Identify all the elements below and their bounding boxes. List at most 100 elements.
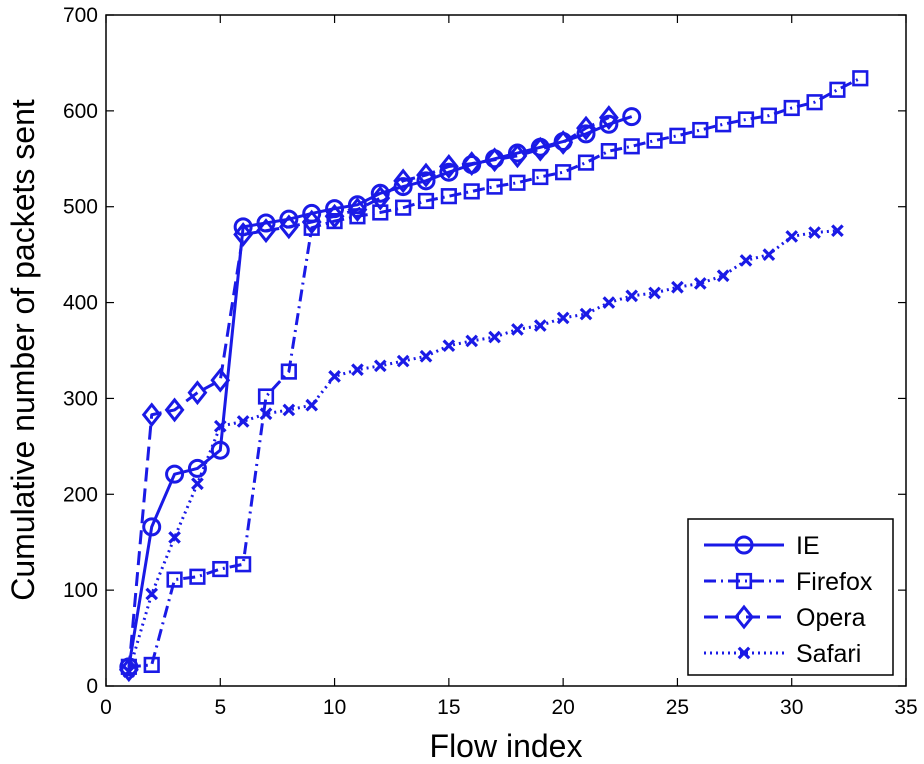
legend-marker-safari [737, 646, 751, 660]
data-point-opera [233, 222, 254, 247]
legend-label-safari: Safari [796, 640, 861, 668]
data-point-firefox [486, 178, 503, 195]
data-point-firefox [760, 107, 777, 124]
x-tick-label: 5 [214, 696, 226, 719]
y-tick-label: 100 [63, 579, 98, 602]
data-point-safari [579, 307, 593, 321]
data-point-firefox [257, 388, 275, 405]
data-point-opera [416, 162, 436, 188]
x-tick-label: 25 [666, 696, 689, 719]
data-point-safari [282, 403, 296, 417]
data-point-opera [507, 143, 528, 169]
data-point-firefox [829, 81, 846, 98]
data-point-safari [328, 370, 341, 383]
data-point-firefox [463, 183, 480, 200]
x-axis-label: Flow index [430, 728, 583, 764]
data-point-ie [439, 162, 459, 182]
x-tick-label: 0 [100, 696, 112, 719]
data-point-firefox [715, 116, 732, 133]
data-point-safari [625, 289, 639, 303]
legend-box [687, 518, 894, 676]
data-point-safari [442, 339, 456, 353]
data-point-ie [576, 124, 596, 144]
data-point-safari [533, 319, 547, 332]
legend-marker-opera [734, 604, 754, 630]
data-point-safari [739, 254, 753, 267]
plot-area [118, 70, 869, 683]
y-tick-label: 500 [63, 196, 98, 219]
data-point-firefox [280, 363, 297, 380]
data-point-opera [324, 203, 345, 229]
data-point-ie [347, 195, 367, 215]
data-point-firefox [852, 70, 869, 87]
data-point-ie [165, 464, 185, 484]
data-point-safari [831, 224, 844, 238]
data-point-firefox [783, 99, 800, 117]
y-tick-label: 400 [63, 292, 98, 315]
data-point-firefox [212, 560, 229, 578]
data-point-firefox [669, 127, 686, 144]
data-point-opera [347, 197, 368, 222]
data-point-opera [256, 218, 276, 244]
data-point-firefox [235, 556, 252, 573]
data-point-safari [716, 269, 730, 283]
data-point-opera [301, 209, 322, 235]
data-point-safari [305, 398, 319, 412]
data-point-safari [259, 407, 273, 421]
data-point-firefox [806, 94, 823, 111]
data-point-safari [191, 477, 204, 491]
data-point-opera [164, 397, 185, 423]
data-point-safari [419, 349, 433, 363]
legend-label-ie: IE [796, 532, 820, 560]
data-point-firefox [440, 188, 457, 205]
data-point-firefox [600, 143, 617, 160]
x-tick-label: 10 [323, 696, 346, 719]
data-point-opera [141, 402, 162, 428]
data-point-firefox [189, 568, 206, 585]
data-point-safari [351, 363, 364, 377]
data-point-firefox [143, 656, 160, 674]
data-point-safari [488, 330, 501, 344]
data-point-safari [213, 419, 227, 433]
data-point-firefox [372, 204, 389, 221]
data-point-firefox [692, 121, 709, 139]
data-point-safari [556, 311, 570, 325]
data-point-safari [808, 226, 821, 239]
legend-marker-firefox [735, 572, 753, 590]
data-point-safari [373, 359, 387, 373]
legend-marker-ie [734, 535, 754, 555]
x-tick-label: 30 [780, 696, 803, 719]
data-point-opera [598, 105, 619, 130]
data-point-ie [599, 114, 619, 134]
data-point-ie [210, 440, 230, 460]
data-point-ie [142, 517, 162, 537]
legend-label-opera: Opera [796, 604, 866, 632]
data-point-opera [118, 657, 139, 683]
legend: IE Firefox Opera Safari [687, 518, 894, 676]
y-tick-label: 600 [63, 100, 98, 123]
data-point-firefox [577, 154, 595, 171]
data-point-safari [511, 323, 524, 336]
data-point-firefox [509, 174, 526, 191]
data-point-opera [553, 130, 574, 155]
data-point-firefox [646, 132, 663, 149]
data-point-safari [785, 230, 799, 243]
legend-label-firefox: Firefox [796, 568, 873, 596]
data-point-opera [576, 115, 596, 141]
data-point-firefox [395, 199, 412, 216]
data-point-firefox [417, 192, 435, 210]
data-point-safari [145, 587, 159, 601]
data-point-firefox [623, 138, 640, 155]
data-point-ie [187, 458, 207, 478]
data-point-opera [393, 168, 414, 194]
series-opera [118, 105, 619, 683]
data-point-opera [530, 136, 551, 162]
series-firefox [120, 70, 869, 675]
data-point-safari [693, 277, 707, 290]
data-point-firefox [532, 168, 549, 186]
x-tick-label: 15 [437, 696, 460, 719]
data-point-opera [278, 214, 299, 240]
data-point-ie [622, 107, 642, 127]
x-tick-label: 20 [551, 696, 574, 719]
